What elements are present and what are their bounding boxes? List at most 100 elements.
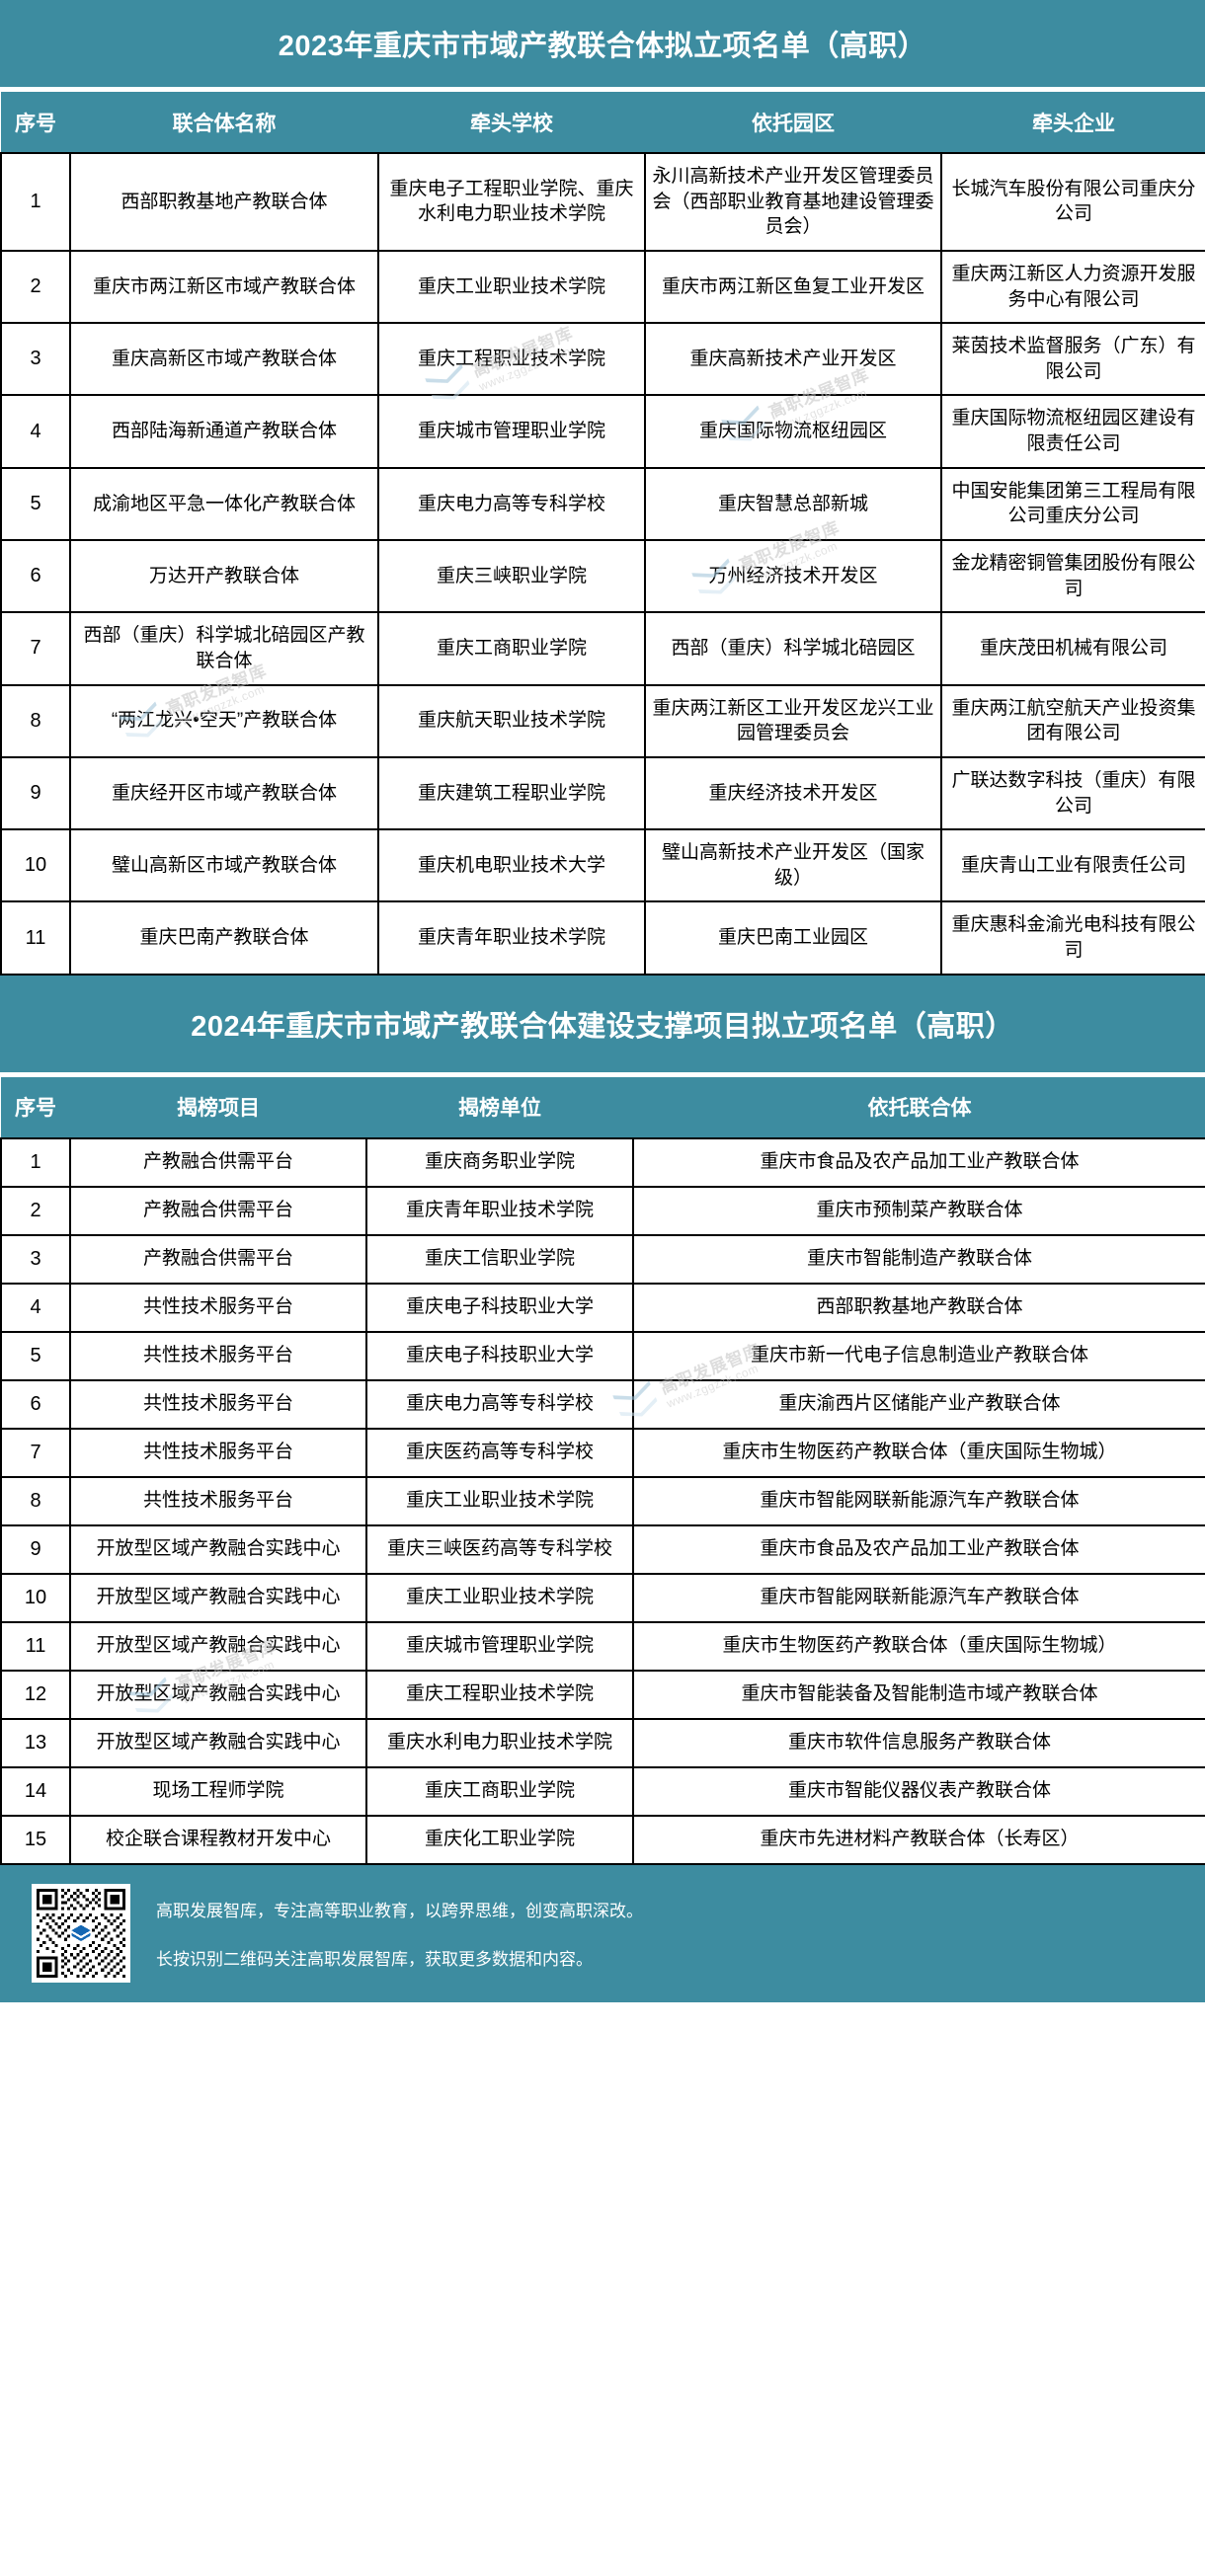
cell-park: 万州经济技术开发区 (644, 539, 942, 614)
cell-project: 产教融合供需平台 (69, 1136, 367, 1188)
cell-unit: 重庆电子科技职业大学 (365, 1330, 634, 1381)
section1-table: 序号 联合体名称 牵头学校 依托园区 牵头企业 1 西部职教基地产教联合体 重庆电子… (0, 92, 1205, 976)
section1-table-head: 序号 联合体名称 牵头学校 依托园区 牵头企业 (1, 92, 1205, 153)
cell-unit: 重庆电子科技职业大学 (365, 1282, 634, 1333)
table-row: 5 共性技术服务平台 重庆电子科技职业大学 重庆市新一代电子信息制造业产教联合体 (0, 1330, 1205, 1381)
cell-consortium-name: 重庆巴南产教联合体 (69, 900, 379, 976)
cell-lead-school: 重庆电力高等专科学校 (377, 466, 646, 542)
cell-consortium-name: 重庆高新区市域产教联合体 (69, 322, 379, 397)
cell-project: 开放型区域产教融合实践中心 (69, 1620, 367, 1672)
table-row: 4 西部陆海新通道产教联合体 重庆城市管理职业学院 重庆国际物流枢纽园区 重庆国际物流枢… (0, 394, 1205, 469)
cell-lead-company: 长城汽车股份有限公司重庆分公司 (940, 152, 1205, 252)
cell-lead-company: 重庆两江航空航天产业投资集团有限公司 (940, 683, 1205, 758)
cell-project: 共性技术服务平台 (69, 1282, 367, 1333)
cell-index: 6 (0, 539, 71, 614)
column-header-company: 牵头企业 (941, 92, 1205, 153)
cell-index: 9 (0, 1523, 71, 1575)
cell-index: 1 (0, 1136, 71, 1188)
column-header-unit: 揭榜单位 (366, 1076, 633, 1138)
cell-lead-company: 重庆青山工业有限责任公司 (940, 828, 1205, 903)
cell-index: 5 (0, 1330, 71, 1381)
cell-index: 3 (0, 1233, 71, 1285)
section2-table: 序号 揭榜项目 揭榜单位 依托联合体 1 产教融合供需平台 重庆商务职业学院 重庆市食… (0, 1076, 1205, 1865)
cell-unit: 重庆化工职业学院 (365, 1814, 634, 1865)
table-row: 2 产教融合供需平台 重庆青年职业技术学院 重庆市预制菜产教联合体 (0, 1185, 1205, 1236)
cell-project: 开放型区域产教融合实践中心 (69, 1669, 367, 1720)
cell-unit: 重庆工程职业技术学院 (365, 1669, 634, 1720)
table-row: 3 产教融合供需平台 重庆工信职业学院 重庆市智能制造产教联合体 (0, 1233, 1205, 1285)
cell-lead-school: 重庆工商职业学院 (377, 611, 646, 686)
table-row: 11 重庆巴南产教联合体 重庆青年职业技术学院 重庆巴南工业园区 重庆惠科金渝光电科技有… (0, 900, 1205, 976)
table-row: 13 开放型区域产教融合实践中心 重庆水利电力职业技术学院 重庆市软件信息服务产教联合… (0, 1717, 1205, 1768)
cell-consortium: 重庆市生物医药产教联合体（重庆国际生物城） (632, 1427, 1205, 1478)
cell-park: 重庆市两江新区鱼复工业开发区 (644, 249, 942, 325)
table-row: 11 开放型区域产教融合实践中心 重庆城市管理职业学院 重庆市生物医药产教联合体（重庆… (0, 1620, 1205, 1672)
cell-consortium-name: 万达开产教联合体 (69, 539, 379, 614)
cell-consortium-name: 成渝地区平急一体化产教联合体 (69, 466, 379, 542)
cell-park: 重庆两江新区工业开发区龙兴工业园管理委员会 (644, 683, 942, 758)
cell-index: 6 (0, 1378, 71, 1430)
cell-project: 共性技术服务平台 (69, 1330, 367, 1381)
section2-title-banner: 2024年重庆市市域产教联合体建设支撑项目拟立项名单（高职） (0, 975, 1205, 1072)
cell-consortium-name: 西部（重庆）科学城北碚园区产教联合体 (69, 611, 379, 686)
cell-unit: 重庆城市管理职业学院 (365, 1620, 634, 1672)
cell-project: 产教融合供需平台 (69, 1185, 367, 1236)
cell-park: 重庆高新技术产业开发区 (644, 322, 942, 397)
table-row: 9 重庆经开区市域产教联合体 重庆建筑工程职业学院 重庆经济技术开发区 广联达数字科技（… (0, 755, 1205, 831)
table-row: 5 成渝地区平急一体化产教联合体 重庆电力高等专科学校 重庆智慧总部新城 中国安能集团第… (0, 466, 1205, 542)
cell-index: 11 (0, 900, 71, 976)
cell-project: 共性技术服务平台 (69, 1378, 367, 1430)
cell-consortium-name: 重庆经开区市域产教联合体 (69, 755, 379, 831)
cell-unit: 重庆工信职业学院 (365, 1233, 634, 1285)
cell-consortium: 重庆市智能网联新能源汽车产教联合体 (632, 1475, 1205, 1526)
cell-consortium: 重庆市智能网联新能源汽车产教联合体 (632, 1572, 1205, 1623)
cell-consortium: 重庆市生物医药产教联合体（重庆国际生物城） (632, 1620, 1205, 1672)
section2-table-head: 序号 揭榜项目 揭榜单位 依托联合体 (1, 1076, 1205, 1138)
cell-project: 开放型区域产教融合实践中心 (69, 1717, 367, 1768)
cell-index: 14 (0, 1765, 71, 1817)
table-row: 2 重庆市两江新区市域产教联合体 重庆工业职业技术学院 重庆市两江新区鱼复工业开发区重… (0, 249, 1205, 325)
cell-index: 8 (0, 1475, 71, 1526)
cell-consortium-name: 西部职教基地产教联合体 (69, 152, 379, 252)
cell-lead-company: 重庆两江新区人力资源开发服务中心有限公司 (940, 249, 1205, 325)
table-row: 1 产教融合供需平台 重庆商务职业学院 重庆市食品及农产品加工业产教联合体 (0, 1136, 1205, 1188)
cell-lead-company: 莱茵技术监督服务（广东）有限公司 (940, 322, 1205, 397)
cell-park: 重庆国际物流枢纽园区 (644, 394, 942, 469)
cell-consortium: 重庆市新一代电子信息制造业产教联合体 (632, 1330, 1205, 1381)
cell-unit: 重庆电力高等专科学校 (365, 1378, 634, 1430)
cell-lead-company: 广联达数字科技（重庆）有限公司 (940, 755, 1205, 831)
column-header-name: 联合体名称 (70, 92, 378, 153)
cell-index: 15 (0, 1814, 71, 1865)
cell-unit: 重庆水利电力职业技术学院 (365, 1717, 634, 1768)
cell-index: 7 (0, 611, 71, 686)
cell-lead-school: 重庆电子工程职业学院、重庆水利电力职业技术学院 (377, 152, 646, 252)
cell-lead-company: 重庆茂田机械有限公司 (940, 611, 1205, 686)
cell-lead-school: 重庆青年职业技术学院 (377, 900, 646, 976)
cell-index: 11 (0, 1620, 71, 1672)
cell-consortium: 重庆市智能仪器仪表产教联合体 (632, 1765, 1205, 1817)
cell-index: 3 (0, 322, 71, 397)
banner-divider (0, 1071, 1205, 1077)
cell-project: 开放型区域产教融合实践中心 (69, 1523, 367, 1575)
cell-park: 重庆经济技术开发区 (644, 755, 942, 831)
table-row: 8 “两江龙兴•空天”产教联合体 重庆航天职业技术学院 重庆两江新区工业开发区龙兴工业… (0, 683, 1205, 758)
cell-unit: 重庆医药高等专科学校 (365, 1427, 634, 1478)
section2-table-body: 1 产教融合供需平台 重庆商务职业学院 重庆市食品及农产品加工业产教联合体 2 产教融合供… (0, 1136, 1205, 1865)
cell-index: 5 (0, 466, 71, 542)
cell-project: 开放型区域产教融合实践中心 (69, 1572, 367, 1623)
footer-text-block: 高职发展智库，专注高等职业教育，以跨界思维，创变高职深改。 长按识别二维码关注高… (156, 1897, 643, 1970)
cell-index: 2 (0, 1185, 71, 1236)
cell-consortium: 重庆市食品及农产品加工业产教联合体 (632, 1136, 1205, 1188)
cell-consortium: 重庆市软件信息服务产教联合体 (632, 1717, 1205, 1768)
column-header-index: 序号 (1, 92, 70, 153)
table-header-row: 序号 揭榜项目 揭榜单位 依托联合体 (1, 1076, 1205, 1138)
cell-project: 共性技术服务平台 (69, 1475, 367, 1526)
cell-consortium: 重庆市食品及农产品加工业产教联合体 (632, 1523, 1205, 1575)
cell-lead-company: 中国安能集团第三工程局有限公司重庆分公司 (940, 466, 1205, 542)
cell-consortium: 重庆市智能制造产教联合体 (632, 1233, 1205, 1285)
cell-project: 校企联合课程教材开发中心 (69, 1814, 367, 1865)
cell-lead-school: 重庆工程职业技术学院 (377, 322, 646, 397)
cell-park: 重庆智慧总部新城 (644, 466, 942, 542)
banner-divider (0, 87, 1205, 92)
cell-unit: 重庆商务职业学院 (365, 1136, 634, 1188)
